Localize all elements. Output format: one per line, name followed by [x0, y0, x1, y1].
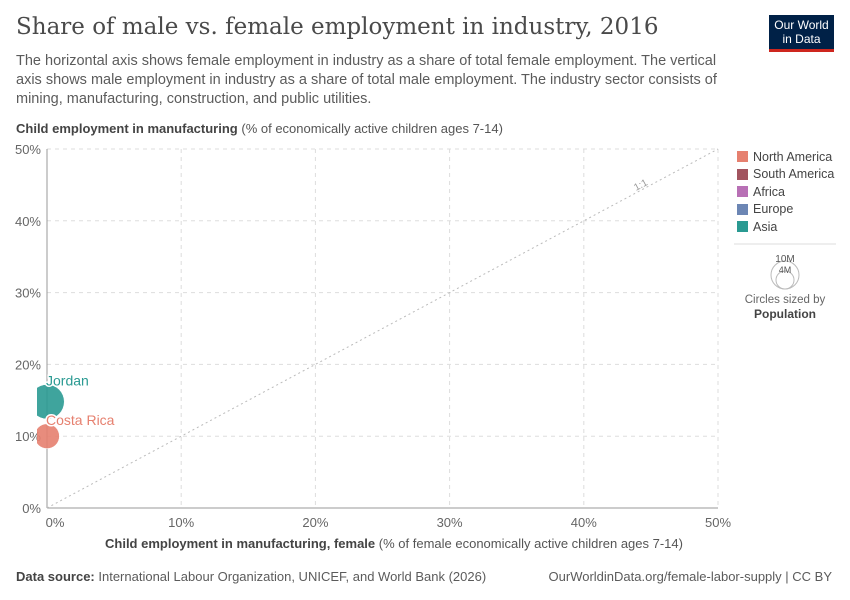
legend-swatch — [737, 221, 748, 233]
legend-swatch — [737, 151, 748, 163]
legend-item[interactable]: Asia — [737, 218, 834, 236]
size-variable: Population — [754, 307, 816, 321]
legend-label: Asia — [753, 219, 778, 234]
size-circle-4m — [775, 270, 795, 290]
legend-item[interactable]: Africa — [737, 183, 834, 201]
source-link[interactable]: OurWorldinData.org/female-labor-supply |… — [548, 569, 832, 584]
y-tick-label: 40% — [15, 214, 41, 229]
x-tick-label: 20% — [302, 515, 328, 530]
legend-swatch — [737, 168, 748, 180]
data-source: Data source: International Labour Organi… — [16, 569, 486, 584]
source-text: International Labour Organization, UNICE… — [98, 569, 487, 584]
legend-label: Europe — [753, 202, 794, 217]
legend-swatch — [737, 203, 748, 215]
y-tick-label: 50% — [15, 142, 41, 157]
color-legend: North America South America Africa Europe As… — [737, 148, 834, 236]
x-label-bold: Child employment in manufacturing, femal… — [105, 536, 376, 551]
data-label: Costa Rica — [46, 412, 115, 428]
reference-line-1-1 — [46, 148, 719, 509]
source-label: Data source: — [16, 569, 95, 584]
reference-line-label: 1:1 — [632, 177, 650, 193]
x-tick-label: 30% — [437, 515, 463, 530]
x-axis-label: Child employment in manufacturing, femal… — [105, 536, 683, 551]
legend-label: Africa — [753, 184, 785, 199]
x-tick-label: 10% — [168, 515, 194, 530]
logo-line2: in Data — [782, 32, 821, 46]
legend-label: South America — [753, 167, 835, 182]
legend-label: North America — [753, 149, 833, 164]
size-label-4m: 4M — [779, 265, 792, 275]
size-label-10m: 10M — [775, 254, 794, 265]
y-axis-label: Child employment in manufacturing (% of … — [16, 121, 503, 136]
chart-title: Share of male vs. female employment in i… — [16, 14, 659, 40]
data-label: Jordan — [46, 372, 89, 388]
y-label-rest: (% of economically active children ages … — [237, 121, 503, 136]
data-point-costa-rica — [37, 423, 60, 449]
y-tick-label: 0% — [22, 501, 41, 516]
y-label-bold: Child employment in manufacturing — [16, 121, 238, 136]
owid-logo[interactable]: Our World in Data — [769, 15, 834, 52]
chart-subtitle: The horizontal axis shows female employm… — [16, 53, 717, 107]
data-point-jordan — [37, 384, 65, 420]
x-label-rest: (% of female economically active childre… — [375, 536, 683, 551]
x-tick-label: 0% — [46, 515, 65, 530]
x-tick-label: 40% — [571, 515, 597, 530]
y-tick-label: 30% — [15, 286, 41, 301]
size-caption: Circles sized by — [745, 294, 826, 306]
legend-item[interactable]: South America — [737, 166, 834, 184]
y-tick-label: 20% — [15, 357, 41, 372]
y-tick-label: 10% — [15, 429, 41, 444]
size-legend: 10M 4M Circles sized by Population — [734, 243, 836, 321]
x-tick-label: 50% — [705, 515, 731, 530]
legend-swatch — [737, 186, 748, 198]
legend-item[interactable]: North America — [737, 148, 834, 166]
legend-item[interactable]: Europe — [737, 201, 834, 219]
logo-line1: Our World — [774, 18, 829, 32]
